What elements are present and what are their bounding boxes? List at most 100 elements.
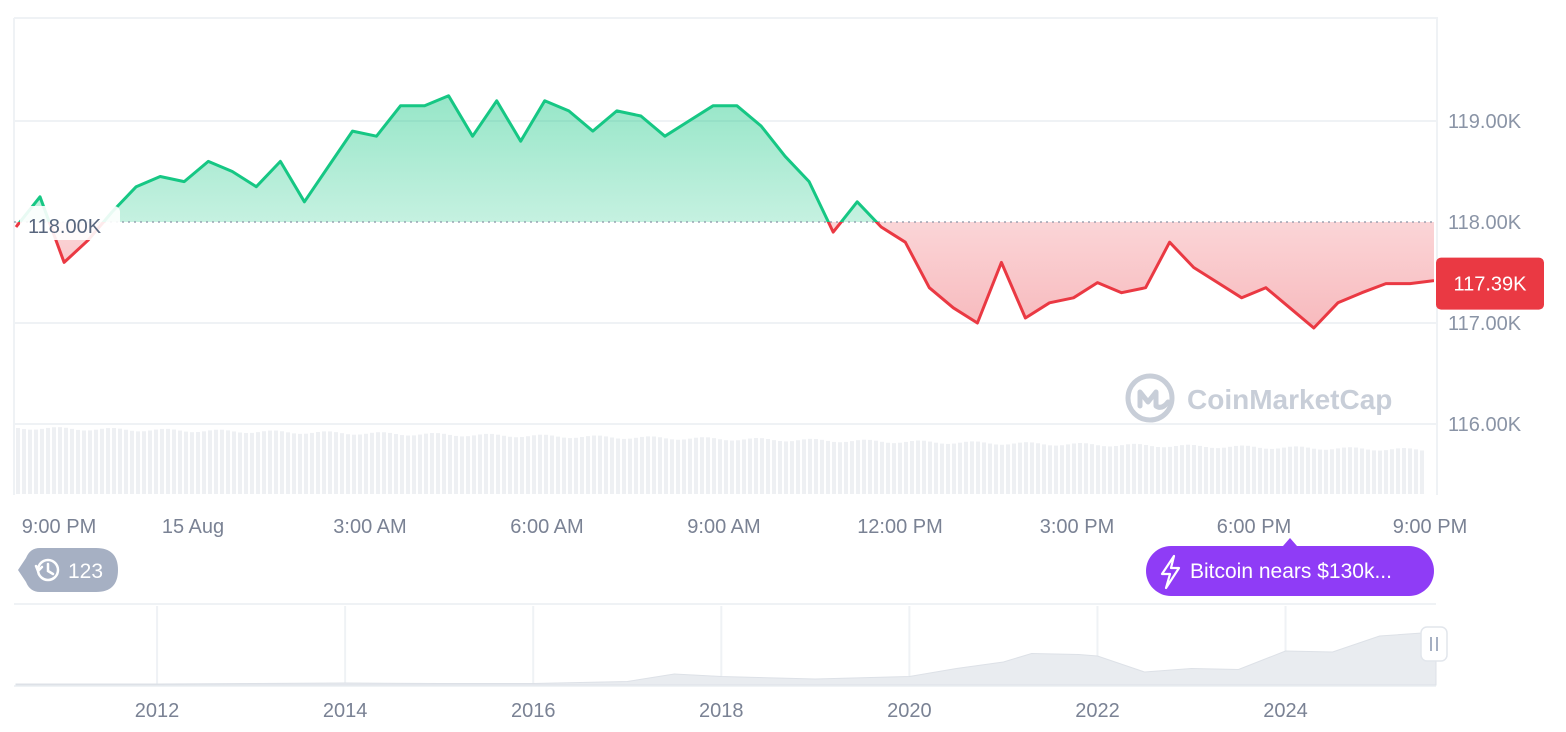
volume-bar <box>670 439 674 494</box>
volume-bar <box>388 432 392 494</box>
volume-bar <box>76 429 80 494</box>
volume-bar <box>886 442 890 494</box>
volume-bar <box>964 441 968 494</box>
volume-bar <box>988 443 992 494</box>
volume-bar <box>724 440 728 494</box>
volume-bar <box>160 428 164 494</box>
pause-icon <box>1430 637 1438 651</box>
volume-bar <box>460 436 464 494</box>
volume-bar <box>1030 442 1034 494</box>
volume-bar <box>154 429 158 494</box>
news-headline: Bitcoin nears $130k... <box>1190 560 1392 583</box>
volume-bar <box>1330 449 1334 494</box>
volume-bar <box>220 429 224 494</box>
volume-bar <box>46 427 50 494</box>
navigator-tick-label: 2020 <box>887 700 932 722</box>
history-badge[interactable]: 123 <box>18 548 118 592</box>
news-pill[interactable]: Bitcoin nears $130k... <box>1146 538 1434 596</box>
history-icon <box>34 558 60 582</box>
history-count: 123 <box>68 560 103 583</box>
volume-bar <box>1108 446 1112 494</box>
volume-bar <box>1390 449 1394 494</box>
volume-bar <box>196 432 200 494</box>
volume-bar <box>1300 446 1304 494</box>
volume-bar <box>1252 446 1256 494</box>
volume-bar <box>628 438 632 494</box>
volume-bar <box>52 427 56 494</box>
volume-bar <box>1246 445 1250 494</box>
volume-bar <box>1078 443 1082 494</box>
volume-bar <box>742 439 746 494</box>
volume-bar <box>922 440 926 494</box>
volume-bar <box>1096 445 1100 494</box>
volume-bar <box>238 432 242 494</box>
volume-bar <box>478 434 482 494</box>
volume-bar <box>1042 444 1046 494</box>
volume-bar <box>226 430 230 494</box>
volume-bar <box>310 432 314 494</box>
volume-bar <box>568 438 572 494</box>
volume-bar <box>232 431 236 494</box>
navigator-handle[interactable] <box>1420 626 1448 662</box>
volume-bar <box>1036 443 1040 494</box>
volume-bar <box>706 437 710 494</box>
volume-bar <box>904 441 908 494</box>
volume-bar <box>1144 445 1148 494</box>
volume-bar <box>1150 446 1154 494</box>
navigator[interactable]: 2012 2014 2016 2018 2020 2022 2024 <box>14 603 1448 722</box>
volume-bar <box>970 441 974 494</box>
volume-bar <box>1336 448 1340 494</box>
x-tick-label: 6:00 AM <box>510 516 583 538</box>
volume-bar <box>400 435 404 494</box>
volume-bar <box>1408 448 1412 494</box>
volume-bar <box>850 441 854 494</box>
volume-bar <box>298 433 302 494</box>
volume-bar <box>1276 448 1280 494</box>
volume-bar <box>898 442 902 494</box>
volume-bar <box>982 442 986 494</box>
volume-bar <box>490 433 494 494</box>
volume-bar <box>322 431 326 494</box>
volume-bar <box>124 429 128 494</box>
volume-bar <box>520 436 524 494</box>
volume-bar <box>610 437 614 494</box>
coinmarketcap-logo-icon <box>1125 373 1175 423</box>
volume-bar <box>562 437 566 494</box>
volume-bar <box>1210 447 1214 494</box>
area-fill-below <box>16 222 1434 328</box>
x-axis: 9:00 PM 15 Aug 3:00 AM 6:00 AM 9:00 AM 12:00 … <box>22 516 1467 538</box>
volume-bar <box>130 430 134 494</box>
volume-bar <box>1126 444 1130 494</box>
volume-bar <box>730 440 734 494</box>
volume-bar <box>688 438 692 494</box>
volume-bar <box>256 432 260 494</box>
y-tick-label: 119.00K <box>1448 111 1522 133</box>
volume-bar <box>796 440 800 494</box>
volume-bar <box>100 428 104 494</box>
volume-bar <box>1420 450 1424 494</box>
volume-bar <box>64 427 68 494</box>
volume-bar <box>760 438 764 494</box>
volume-bar <box>1234 445 1238 494</box>
volume-bar <box>640 436 644 494</box>
navigator-tick-label: 2014 <box>323 700 368 722</box>
volume-bar <box>556 436 560 494</box>
navigator-area <box>15 631 1437 686</box>
volume-bar <box>1306 447 1310 494</box>
volume-bar <box>646 436 650 494</box>
volume-bar <box>1156 447 1160 494</box>
volume-bar <box>718 439 722 494</box>
volume-bar <box>454 435 458 494</box>
volume-bar <box>88 430 92 494</box>
volume-bar <box>58 427 62 494</box>
volume-bar <box>1402 448 1406 494</box>
volume-bar <box>1084 443 1088 494</box>
volume-bar <box>892 443 896 494</box>
y-tick-label: 117.00K <box>1448 313 1522 335</box>
volume-bar <box>334 432 338 494</box>
volume-bar <box>178 430 182 494</box>
volume-bar <box>772 440 776 494</box>
volume-bar <box>148 430 152 494</box>
price-line-up <box>18 94 879 222</box>
